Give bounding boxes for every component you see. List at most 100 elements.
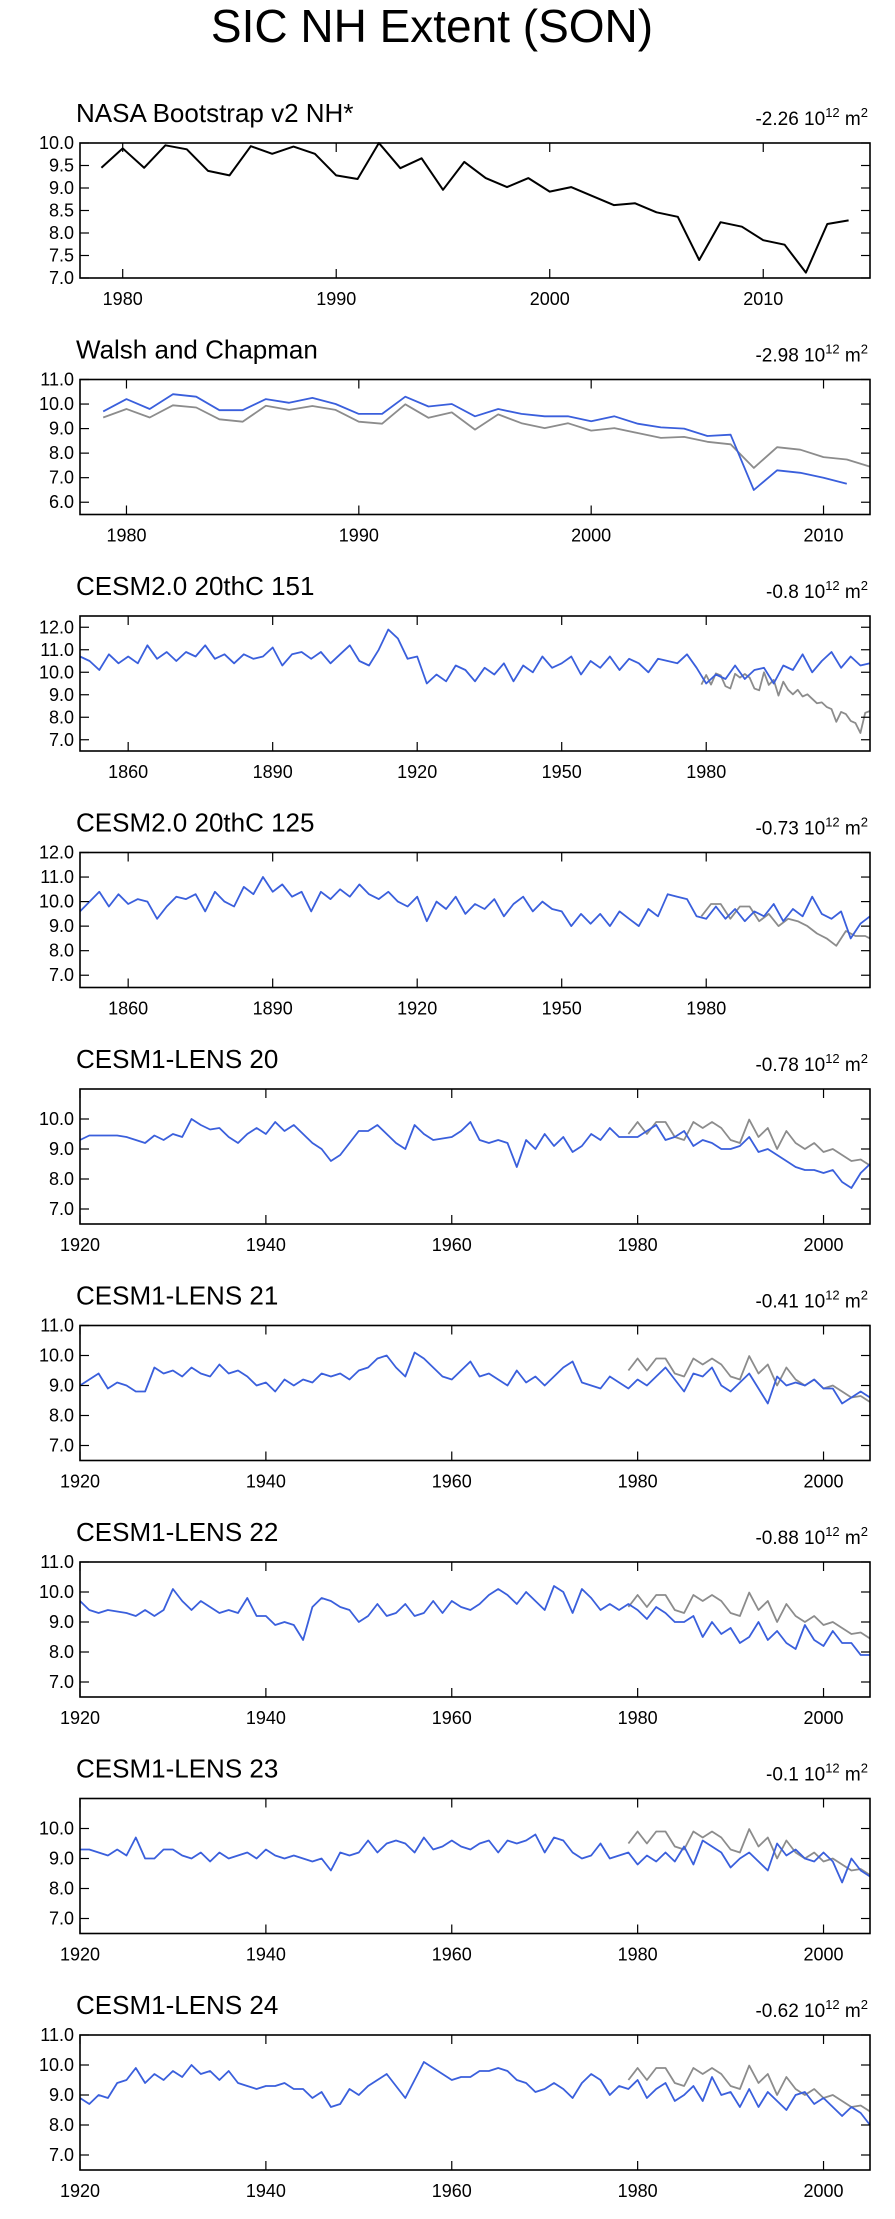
chart-panel-5: CESM1-LENS 20 -0.78 1012 m2 10.0 9.0 8.0 7.0 1… [39,1044,871,1255]
y-tick-label: 9.0 [49,419,74,439]
y-tick-label: 7.0 [49,1909,74,1929]
y-tick-label: 8.0 [49,1642,74,1662]
x-tick-label: 1920 [397,762,437,782]
y-tick-label: 9.5 [49,156,74,176]
trend-unit: m [840,109,861,130]
series-line-black [100,142,849,274]
x-tick-label: 1940 [246,1708,286,1728]
trend-label: -0.62 1012 m2 [755,1997,868,2022]
y-tick-label: 10.0 [39,394,74,414]
y-tick-label: 7.0 [49,1436,74,1456]
trend-label: -2.26 1012 m2 [755,105,868,130]
y-tick-label: 10.0 [39,1346,74,1366]
y-tick-label: 7.0 [49,1199,74,1219]
trend-exponent: 12 [825,105,839,120]
x-tick-label: 1960 [432,2181,472,2201]
y-tick-label: 9.0 [49,178,74,198]
trend-value: -2.26 10 [755,109,825,130]
y-tick-label: 9.0 [49,1139,74,1159]
trend-unit: m [840,1765,861,1786]
series-line-model [79,628,871,685]
trend-unit-exponent: 2 [861,105,868,120]
trend-unit: m [840,346,861,367]
plot-frame [79,615,871,752]
y-tick-label: 10.0 [39,1109,74,1129]
y-tick-label: 11.0 [40,1552,74,1572]
chart-panel-6: CESM1-LENS 21 -0.41 1012 m2 11.0 10.0 9.0 8.0… [39,1281,871,1492]
series-line-model [79,1351,871,1405]
trend-unit-exponent: 2 [861,1051,868,1066]
y-tick-label: 10.0 [39,1582,74,1602]
series-line-obs [700,671,871,734]
y-tick-label: 11.0 [40,1316,74,1336]
panel-title: CESM1-LENS 24 [76,1990,278,2020]
trend-exponent: 12 [825,1524,839,1539]
x-tick-label: 1890 [253,999,293,1019]
x-tick-label: 1920 [60,1708,100,1728]
trend-unit: m [840,2001,861,2022]
y-tick-label: 7.0 [49,730,74,750]
x-tick-label: 1940 [246,2181,286,2201]
y-tick-label: 9.0 [49,685,74,705]
plot-frame [79,2034,871,2171]
trend-exponent: 12 [825,342,839,357]
plot-frame [79,142,871,279]
y-tick-label: 11.0 [40,370,74,390]
x-tick-label: 2000 [804,1235,844,1255]
trend-unit: m [840,1055,861,1076]
x-tick-label: 1980 [103,289,143,309]
y-tick-label: 9.0 [49,916,74,936]
x-tick-label: 1920 [60,1235,100,1255]
x-tick-label: 1980 [618,1708,658,1728]
y-tick-label: 8.0 [49,2115,74,2135]
trend-unit-exponent: 2 [861,1288,868,1303]
series-line-model [79,2061,871,2126]
y-tick-label: 10.0 [39,133,74,153]
trend-unit: m [840,819,861,840]
x-tick-label: 2000 [571,526,611,546]
series-line-model [79,1585,870,1656]
y-tick-label: 7.0 [49,2145,74,2165]
x-tick-label: 1940 [246,1472,286,1492]
trend-unit: m [840,1292,861,1313]
trend-unit-exponent: 2 [861,578,868,593]
trend-value: -0.41 10 [755,1292,825,1313]
series-line-obs [700,903,871,947]
y-tick-label: 11.0 [40,2025,74,2045]
x-tick-label: 1980 [106,526,146,546]
chart-panel-4: CESM2.0 20thC 125 -0.73 1012 m2 12.0 11.0 10… [39,808,871,1019]
x-tick-label: 1920 [397,999,437,1019]
figure-title: SIC NH Extent (SON) [211,0,653,52]
trend-label: -0.8 1012 m2 [766,578,868,603]
trend-label: -0.78 1012 m2 [755,1051,868,1076]
y-tick-label: 10.0 [39,662,74,682]
panel-title: CESM2.0 20thC 125 [76,808,314,838]
y-tick-label: 7.0 [49,1672,74,1692]
trend-value: -0.88 10 [755,1528,825,1549]
y-tick-label: 12.0 [39,843,74,863]
plot-frame [79,851,871,989]
series-line-obs [627,2064,871,2113]
series-line-obs [102,403,871,469]
y-tick-label: 6.0 [49,492,74,512]
y-tick-label: 12.0 [39,617,74,637]
trend-unit-exponent: 2 [861,1524,868,1539]
trend-unit: m [840,582,861,603]
chart-panels: NASA Bootstrap v2 NH* -2.26 1012 m210.09.… [39,98,871,2201]
y-tick-label: 8.0 [49,707,74,727]
x-tick-label: 2010 [804,526,844,546]
plot-frame [79,1797,871,1935]
trend-label: -0.73 1012 m2 [755,815,868,840]
y-tick-label: 9.0 [49,1849,74,1869]
trend-label: -0.88 1012 m2 [755,1524,868,1549]
series-line-model [102,393,848,491]
y-tick-label: 9.0 [49,2085,74,2105]
trend-exponent: 12 [825,1051,839,1066]
x-tick-label: 2010 [743,289,783,309]
x-tick-label: 2000 [804,1472,844,1492]
series-line-model [79,876,871,940]
y-tick-label: 7.0 [49,468,74,488]
series-line-obs [627,1355,871,1403]
y-tick-label: 10.0 [39,1819,74,1839]
